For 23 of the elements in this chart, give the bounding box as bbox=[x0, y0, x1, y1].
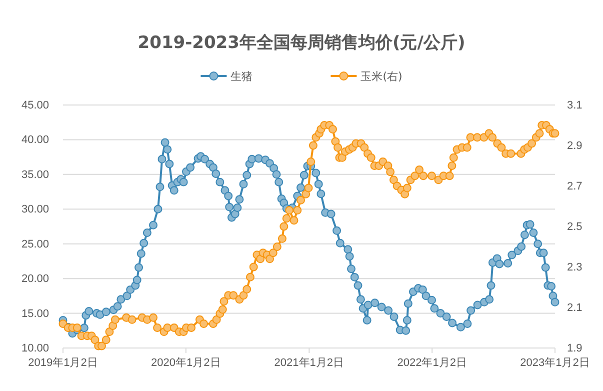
y-tick-label: 45.00 bbox=[21, 100, 49, 112]
y2-tick-label: 2.9 bbox=[567, 140, 582, 152]
y2-tick-label: 3.1 bbox=[567, 100, 582, 112]
legend-label: 玉米(右) bbox=[360, 70, 402, 83]
y-tick-label: 10.00 bbox=[21, 342, 49, 355]
y2-tick-label: 2.7 bbox=[567, 180, 582, 193]
y-tick-label: 20.00 bbox=[21, 273, 49, 286]
y2-tick-label: 2.5 bbox=[567, 221, 582, 234]
x-tick-label: 2021年1月2日 bbox=[274, 356, 344, 369]
y2-tick-label: 2.3 bbox=[567, 262, 582, 274]
y-tick-label: 35.00 bbox=[21, 168, 49, 181]
chart-title: 2019-2023年全国每周销售均价(元/公斤) bbox=[138, 33, 466, 53]
y-tick-label: 25.00 bbox=[21, 238, 49, 250]
y-tick-label: 40.00 bbox=[21, 134, 49, 146]
y-tick-label: 30.00 bbox=[21, 204, 49, 216]
x-tick-label: 2020年1月2日 bbox=[151, 356, 221, 369]
x-tick-label: 2023年1月2日 bbox=[520, 356, 590, 369]
y-tick-label: 15.00 bbox=[21, 308, 49, 320]
y2-tick-label: 1.9 bbox=[567, 342, 582, 355]
y2-tick-label: 2.1 bbox=[567, 302, 582, 314]
x-tick-label: 2019年1月2日 bbox=[28, 356, 98, 369]
legend-label: 生猪 bbox=[230, 70, 253, 83]
x-tick-label: 2022年1月2日 bbox=[397, 356, 467, 369]
